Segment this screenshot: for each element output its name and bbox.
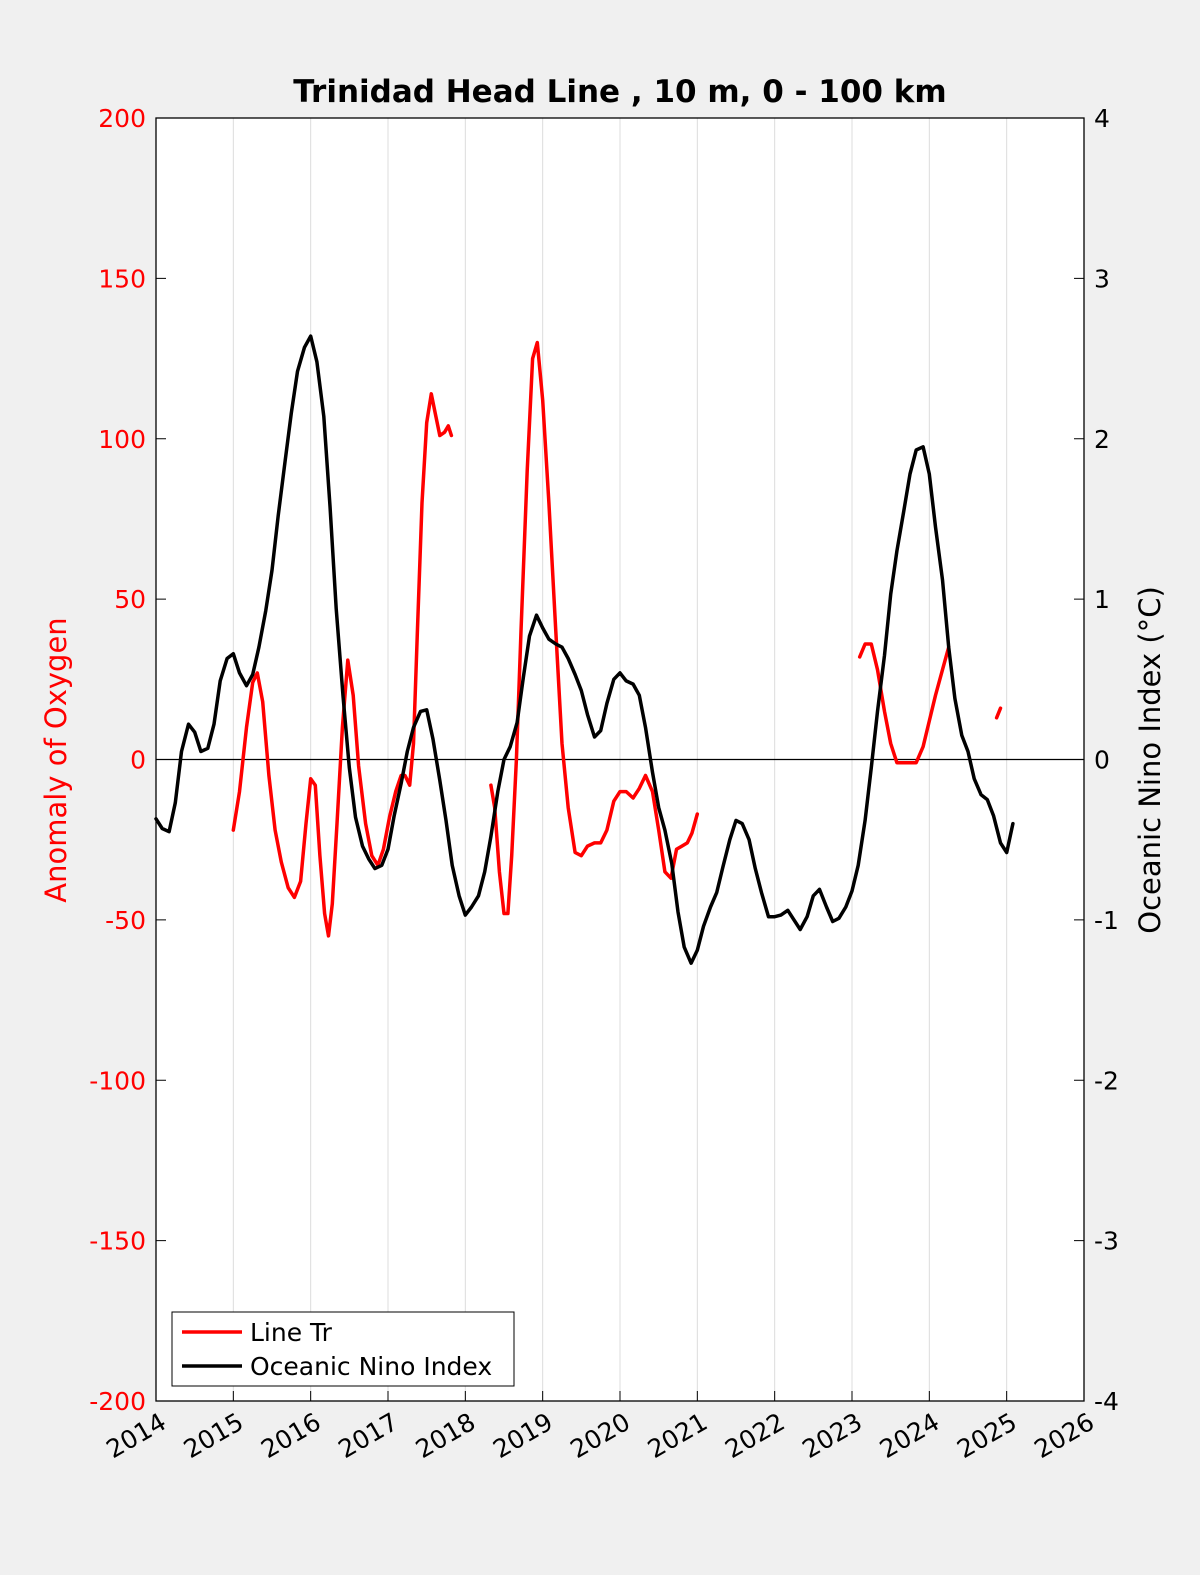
y-axis-right: 4 3 2 1 0 -1 -2 -3 -4 — [1074, 104, 1119, 1416]
y-left-tick-label: 0 — [130, 746, 146, 775]
series-line-line-tr-segment-2 — [489, 340, 700, 916]
y-right-tick-label: -1 — [1094, 906, 1119, 935]
y-right-tick-label: 2 — [1094, 425, 1110, 454]
y-right-tick-label: 4 — [1094, 104, 1110, 133]
y-right-tick-label: 1 — [1094, 585, 1110, 614]
y-left-tick-label: 100 — [98, 425, 146, 454]
series-line-line-tr-segment-1 — [231, 392, 454, 938]
legend: Line Tr Oceanic Nino Index — [171, 1311, 515, 1387]
series-line-line-tr-segment-3 — [857, 642, 951, 765]
y-axis-right-label: Oceanic Nino Index (°C) — [1133, 586, 1167, 934]
y-axis-left-label: Anomaly of Oxygen — [39, 617, 73, 902]
y-left-tick-label: -100 — [89, 1066, 146, 1095]
y-right-tick-label: 3 — [1094, 264, 1110, 293]
y-left-tick-label: 150 — [98, 264, 146, 293]
y-left-tick-label: -150 — [89, 1227, 146, 1256]
series-line-oceanic-nino-index — [154, 334, 1015, 965]
y-axis-left: 200 150 100 50 0 -50 -100 -150 -200 — [89, 104, 166, 1416]
series-layer — [154, 334, 1015, 965]
legend-label-oceanic-nino-index: Oceanic Nino Index — [250, 1352, 492, 1381]
y-right-tick-label: -3 — [1094, 1227, 1119, 1256]
y-left-tick-label: -200 — [89, 1387, 146, 1416]
y-right-tick-label: 0 — [1094, 746, 1110, 775]
y-right-tick-label: -2 — [1094, 1066, 1119, 1095]
legend-label-line-tr: Line Tr — [250, 1318, 333, 1347]
chart-title: Trinidad Head Line , 10 m, 0 - 100 km — [293, 74, 946, 110]
y-left-tick-label: -50 — [105, 906, 146, 935]
series-line-line-tr-segment-4 — [994, 706, 1003, 720]
y-left-tick-label: 50 — [114, 585, 146, 614]
y-right-tick-label: -4 — [1094, 1387, 1119, 1416]
y-left-tick-label: 200 — [98, 104, 146, 133]
legend-box — [171, 1311, 515, 1387]
